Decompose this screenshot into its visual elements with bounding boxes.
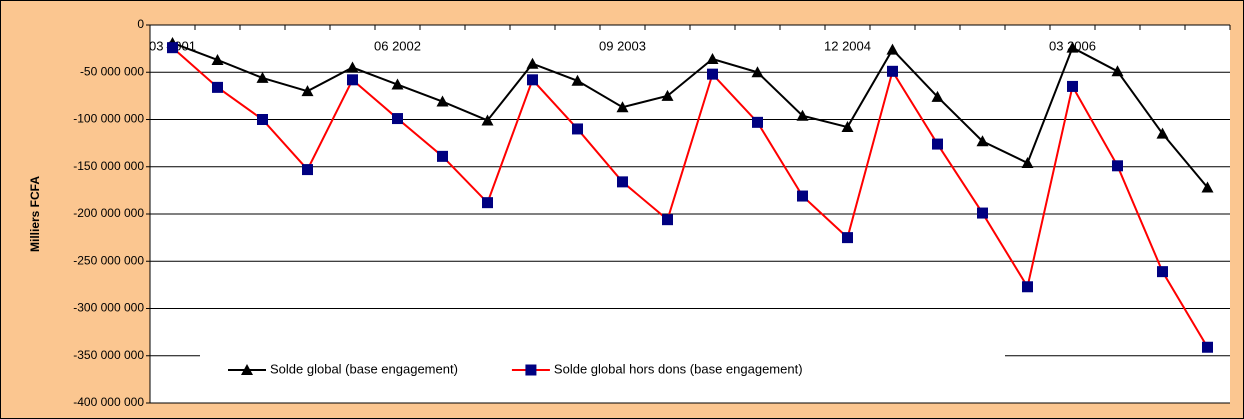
triangle-marker: [256, 71, 269, 83]
triangle-marker: [346, 61, 359, 73]
y-tick-label: -50 000 000: [80, 64, 144, 78]
x-tick-label: 12 2004: [824, 38, 871, 53]
legend-box: [200, 353, 1005, 387]
square-marker: [1067, 80, 1078, 92]
triangle-marker: [616, 101, 629, 113]
series-line: [171, 46, 1209, 348]
legend-label: Solde global (base engagement): [270, 361, 458, 376]
triangle-marker: [1156, 127, 1169, 139]
square-marker: [1112, 160, 1123, 172]
square-marker: [977, 207, 988, 219]
y-tick-label: -150 000 000: [73, 159, 144, 173]
triangle-marker: [211, 53, 224, 65]
triangle-marker: [391, 78, 404, 90]
square-marker: [887, 65, 898, 77]
square-marker: [617, 176, 628, 188]
square-marker: [527, 74, 538, 86]
legend-marker: [525, 364, 537, 376]
triangle-marker: [1111, 65, 1124, 77]
triangle-marker: [436, 95, 449, 107]
y-tick-label: -100 000 000: [73, 112, 144, 126]
triangle-marker: [886, 43, 899, 55]
square-marker: [392, 113, 403, 125]
triangle-marker: [571, 74, 584, 86]
y-axis-label: Milliers FCFA: [28, 176, 42, 252]
square-marker: [167, 42, 178, 54]
x-tick-label: 06 2002: [374, 38, 421, 53]
square-marker: [752, 116, 763, 128]
square-marker: [797, 190, 808, 202]
triangle-marker: [661, 89, 674, 101]
square-marker: [212, 81, 223, 93]
triangle-marker: [526, 57, 539, 69]
square-marker: [437, 150, 448, 162]
y-tick-label: 0: [137, 17, 144, 31]
triangle-marker: [301, 85, 314, 97]
square-marker: [662, 214, 673, 226]
triangle-marker: [841, 121, 854, 133]
triangle-marker: [796, 109, 809, 121]
square-marker: [482, 197, 493, 209]
triangle-marker: [931, 90, 944, 102]
y-tick-label: -250 000 000: [73, 253, 144, 267]
triangle-marker: [1021, 156, 1034, 168]
triangle-marker: [976, 135, 989, 147]
square-marker: [842, 232, 853, 244]
triangle-marker: [1066, 41, 1079, 53]
square-marker: [257, 114, 268, 125]
y-tick-label: -400 000 000: [73, 395, 144, 409]
triangle-marker: [1201, 181, 1214, 193]
x-tick-label: 09 2003: [599, 38, 646, 53]
y-tick-label: -200 000 000: [73, 206, 144, 220]
triangle-marker: [706, 53, 719, 65]
triangle-marker: [481, 114, 494, 126]
y-tick-label: -350 000 000: [73, 348, 144, 362]
y-tick-label: -300 000 000: [73, 301, 144, 315]
square-marker: [347, 74, 358, 86]
legend-label: Solde global hors dons (base engagement): [554, 361, 803, 376]
triangle-marker: [751, 66, 764, 78]
square-marker: [1022, 281, 1033, 293]
legend-marker: [241, 364, 253, 375]
square-marker: [302, 164, 313, 176]
series-line: [172, 42, 1209, 189]
square-marker: [1202, 341, 1213, 353]
square-marker: [572, 123, 583, 135]
square-marker: [932, 138, 943, 150]
square-marker: [1157, 266, 1168, 278]
square-marker: [707, 68, 718, 80]
